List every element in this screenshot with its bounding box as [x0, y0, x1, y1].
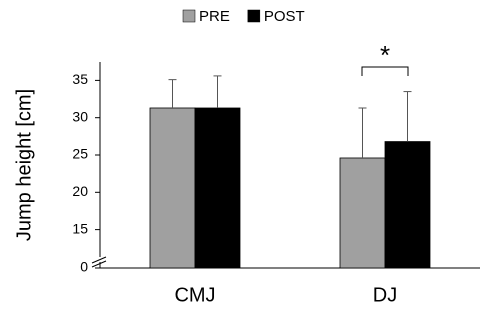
bar: [384, 141, 431, 269]
y-tick-label: 15: [72, 220, 88, 236]
legend-swatch: [247, 9, 261, 23]
x-tick-label: CMJ: [174, 284, 215, 306]
bar: [194, 107, 241, 269]
significance-bracket: [361, 66, 409, 76]
y-tick-label: 25: [72, 146, 88, 162]
axis-break: [91, 260, 107, 268]
x-tick-label: DJ: [373, 284, 397, 306]
y-tick-label: 20: [72, 183, 88, 199]
y-tick-label: 0: [80, 259, 88, 275]
y-tick-label: 35: [72, 71, 88, 87]
axis-break: [91, 256, 107, 264]
legend-swatch: [182, 9, 196, 23]
bar: [339, 157, 386, 269]
significance-annotation: *: [380, 40, 390, 70]
y-tick-label: 30: [72, 108, 88, 124]
legend-label: POST: [264, 8, 305, 25]
y-axis-label: Jump height [cm]: [13, 89, 35, 241]
bar: [149, 107, 196, 269]
legend-label: PRE: [199, 8, 230, 25]
